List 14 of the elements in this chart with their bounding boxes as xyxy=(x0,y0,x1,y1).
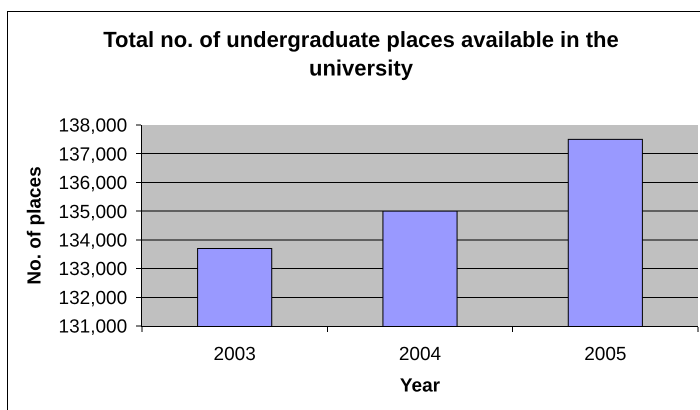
y-tick-label: 131,000 xyxy=(58,316,128,338)
y-tick-label: 138,000 xyxy=(58,116,128,137)
y-axis-title: No. of places xyxy=(24,166,46,285)
y-tick-label: 137,000 xyxy=(58,144,128,166)
y-tick-label: 132,000 xyxy=(58,288,128,309)
y-tick-label: 133,000 xyxy=(58,259,128,280)
y-tick-label: 135,000 xyxy=(58,202,128,223)
y-tick-label: 136,000 xyxy=(58,173,128,194)
x-tick-label: 2003 xyxy=(214,344,256,365)
x-axis-title: Year xyxy=(400,376,441,397)
x-tick-label: 2004 xyxy=(398,344,442,365)
x-tick-label: 2005 xyxy=(584,344,626,365)
chart-title: Total no. of undergraduate places available in the university xyxy=(103,27,619,81)
y-tick-label: 134,000 xyxy=(58,230,128,252)
